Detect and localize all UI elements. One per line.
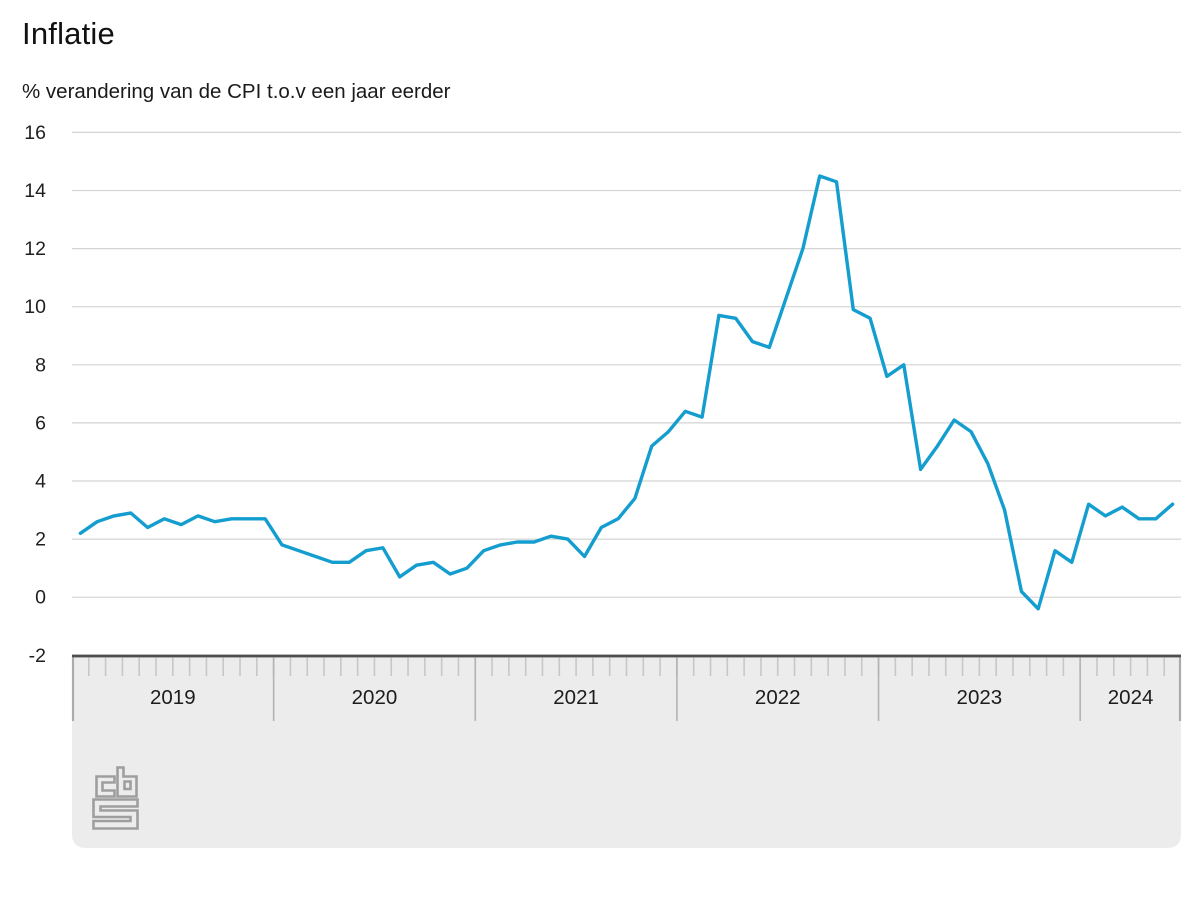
year-label: 2019 xyxy=(150,686,196,709)
y-axis-label: 14 xyxy=(24,180,46,202)
cbs-logo-b xyxy=(116,766,138,798)
year-label: 2020 xyxy=(352,686,398,709)
y-axis-label: -2 xyxy=(29,645,46,667)
x-axis-band: 2019 2020 2021 2022 2023 2024 xyxy=(71,654,1182,848)
y-axis-label: 10 xyxy=(24,296,46,318)
year-labels: 2019 2020 2021 2022 2023 2024 xyxy=(150,686,1153,709)
axis-band-top-border xyxy=(72,654,1181,658)
year-label: 2021 xyxy=(553,686,599,709)
year-label: 2022 xyxy=(755,686,801,709)
cbs-logo-s xyxy=(92,798,139,830)
y-axis-label: 16 xyxy=(24,122,46,144)
month-ticks xyxy=(88,657,1165,676)
year-label: 2024 xyxy=(1108,686,1154,709)
cbs-logo-b-hole xyxy=(123,780,132,791)
y-axis-label: 6 xyxy=(35,412,46,434)
cbs-logo xyxy=(92,766,139,830)
y-axis-label: 12 xyxy=(24,238,46,260)
y-axis-label: 4 xyxy=(35,471,46,493)
y-axis-label: 8 xyxy=(35,354,46,376)
page-title: Inflatie xyxy=(22,16,115,51)
gridlines xyxy=(72,131,1181,598)
y-axis-label: 0 xyxy=(35,587,46,609)
year-dividers xyxy=(272,657,1081,721)
inflation-series-line xyxy=(78,174,1175,611)
chart-subtitle: % verandering van de CPI t.o.v een jaar … xyxy=(22,80,451,103)
axis-band-background xyxy=(72,657,1181,848)
cbs-logo-c xyxy=(95,775,116,798)
year-label: 2023 xyxy=(957,686,1003,709)
y-axis-label: 2 xyxy=(35,529,46,551)
y-axis-labels: 16 14 12 10 8 6 4 2 0 -2 xyxy=(24,122,46,667)
